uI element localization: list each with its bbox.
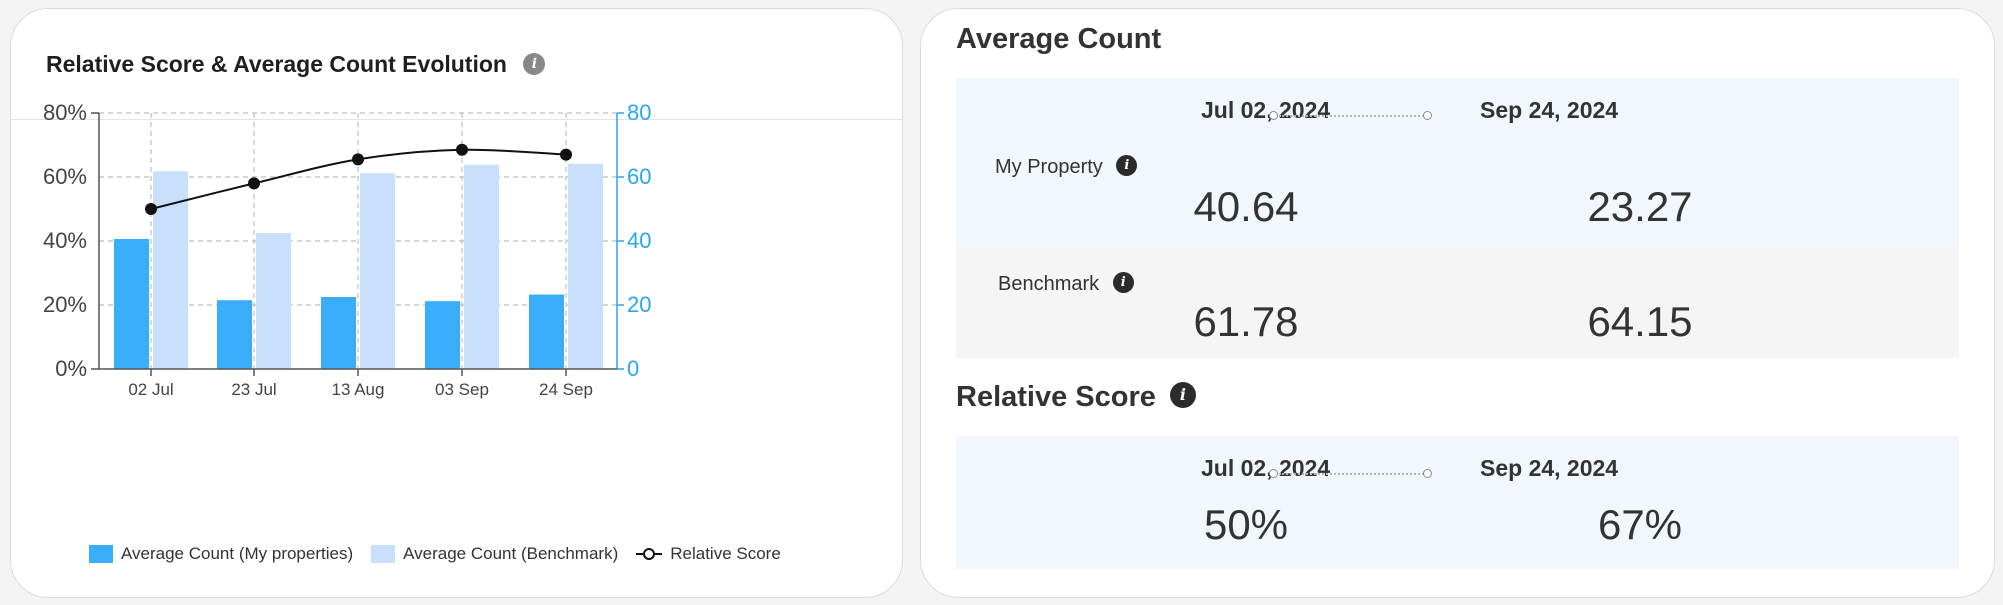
legend-label: Average Count (My properties) (121, 544, 354, 563)
x-tick-label: 03 Sep (435, 380, 489, 399)
legend-swatch-benchmark (371, 545, 396, 563)
my-property-label-text: My Property (995, 156, 1103, 178)
relative-score-point (145, 203, 157, 215)
summary-card: Average Count Jul 02, 2024 Sep 24, 2024 … (920, 8, 1995, 598)
average-count-benchmark-panel: Benchmark i 61.78 64.15 (956, 248, 1959, 358)
y-right-tick-label: 20 (627, 292, 651, 317)
chart-card-header: Relative Score & Average Count Evolution… (11, 9, 902, 120)
relative-score-title-text: Relative Score (956, 381, 1156, 413)
bar-my-properties (321, 297, 356, 369)
bar-my-properties (217, 300, 252, 369)
relative-score-point (352, 153, 364, 166)
benchmark-label: Benchmark i (998, 272, 1134, 296)
range-end-dot-icon (1423, 469, 1432, 478)
relative-score-start-value: 50% (1203, 501, 1289, 548)
bar-my-properties (425, 301, 460, 369)
bar-my-properties (114, 238, 149, 369)
y-left-tick-label: 60% (43, 164, 87, 189)
relative-score-chart-card: Relative Score & Average Count Evolution… (10, 8, 903, 598)
start-date: Jul 02, 2024 (1201, 97, 1331, 123)
legend-item-relative-score[interactable]: Relative Score (636, 544, 781, 564)
info-icon[interactable]: i (1169, 382, 1196, 409)
bar-benchmark (256, 233, 291, 369)
y-right-tick-label: 0 (627, 356, 639, 381)
info-icon[interactable]: i (1116, 155, 1138, 177)
bar-benchmark (568, 163, 603, 369)
x-tick-label: 24 Sep (539, 380, 593, 399)
bar-benchmark (360, 173, 395, 369)
chart-plot: 0% 0 20% 20 40% 40 60% 60 80% 80 02 Jul 23 Jul 13 Au… (43, 100, 652, 399)
benchmark-label-text: Benchmark (998, 273, 1100, 295)
bar-benchmark (464, 164, 499, 369)
x-tick-label: 23 Jul (231, 380, 276, 399)
info-icon[interactable]: i (1112, 272, 1134, 294)
my-property-start-value: 40.64 (1193, 183, 1299, 230)
average-count-title: Average Count (956, 23, 1162, 55)
y-left-tick-label: 80% (43, 100, 87, 125)
start-date: Jul 02, 2024 (1201, 455, 1331, 481)
chart-axes: 0% 0 20% 20 40% 40 60% 60 80% 80 02 Jul 23 Jul 13 Au… (43, 100, 652, 399)
x-tick-label: 13 Aug (332, 380, 385, 399)
average-count-my-property-panel: Jul 02, 2024 Sep 24, 2024 My Property i … (956, 78, 1959, 248)
legend-swatch-my-properties (89, 545, 113, 563)
y-right-tick-label: 60 (627, 164, 651, 189)
relative-score-point (456, 143, 468, 156)
chart-card-title: Relative Score & Average Count Evolution… (46, 51, 546, 78)
relative-score-end-value: 67% (1597, 501, 1683, 548)
y-right-tick-label: 40 (627, 228, 651, 253)
legend-label: Average Count (Benchmark) (403, 544, 619, 563)
y-left-tick-label: 20% (43, 292, 87, 317)
info-icon[interactable]: i (523, 52, 546, 75)
relative-score-line (145, 143, 572, 215)
chart-title-text: Relative Score & Average Count Evolution (46, 51, 507, 77)
relative-score-panel: Jul 02, 2024 Sep 24, 2024 50% 67% (956, 436, 1959, 569)
legend-item-benchmark[interactable]: Average Count (Benchmark) (371, 544, 618, 564)
end-date: Sep 24, 2024 (1480, 97, 1619, 123)
y-left-tick-label: 0% (55, 356, 87, 381)
my-property-label: My Property i (995, 155, 1138, 179)
range-start-dot-icon (1269, 111, 1278, 120)
x-tick-label: 02 Jul (128, 380, 173, 399)
end-date: Sep 24, 2024 (1480, 455, 1619, 481)
benchmark-start-value: 61.78 (1193, 298, 1299, 345)
chart-grid (99, 112, 617, 369)
benchmark-end-value: 64.15 (1587, 298, 1693, 345)
legend-item-my-properties[interactable]: Average Count (My properties) (89, 544, 353, 564)
relative-score-title: Relative Score i (956, 381, 1196, 414)
date-range-connector (1279, 473, 1424, 475)
y-right-tick-label: 80 (627, 100, 651, 125)
relative-score-point (248, 177, 260, 190)
y-left-tick-label: 40% (43, 228, 87, 253)
bar-my-properties (529, 294, 564, 369)
range-end-dot-icon (1423, 111, 1432, 120)
chart-legend: Average Count (My properties) Average Co… (89, 544, 799, 564)
my-property-end-value: 23.27 (1587, 183, 1693, 230)
legend-label: Relative Score (670, 544, 781, 563)
date-range-connector (1279, 115, 1424, 117)
legend-swatch-line-icon (636, 548, 663, 560)
relative-score-point (560, 148, 572, 161)
range-start-dot-icon (1269, 469, 1278, 478)
